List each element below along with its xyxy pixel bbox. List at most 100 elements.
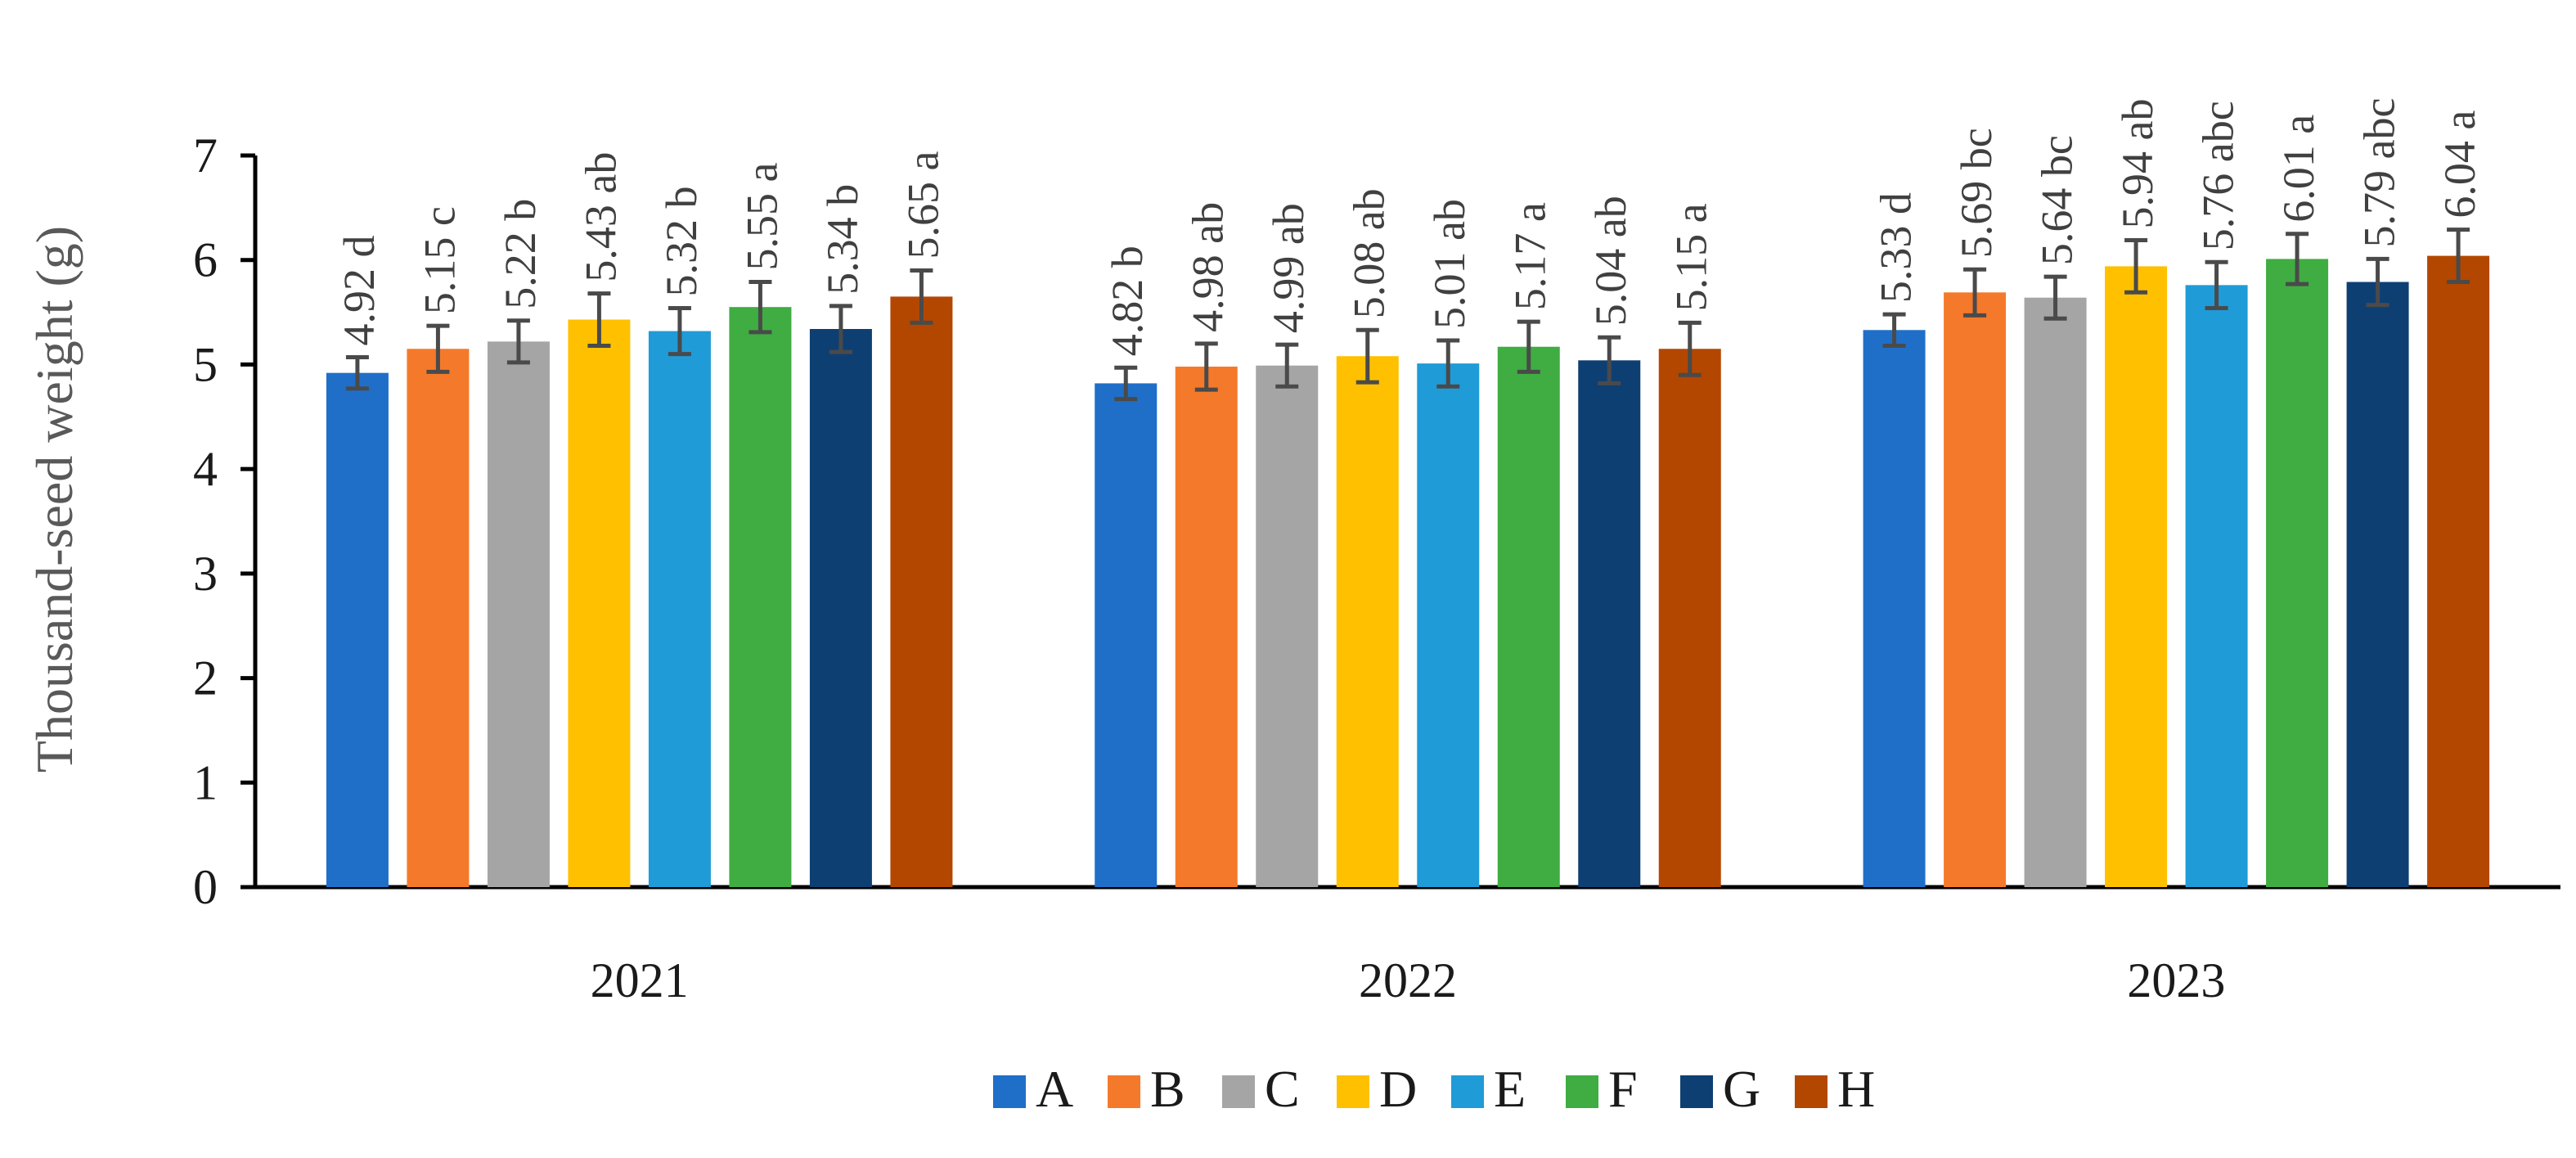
data-label: 5.22 b	[496, 199, 545, 309]
legend-swatch	[1222, 1075, 1255, 1108]
error-bar	[587, 291, 611, 348]
data-label: 5.32 b	[657, 186, 706, 296]
bar-G-2023	[2346, 282, 2409, 887]
error-bar	[426, 323, 450, 374]
legend-swatch	[993, 1075, 1026, 1108]
legend-label: H	[1837, 1060, 1875, 1118]
data-label: 5.04 ab	[1586, 196, 1635, 326]
error-bar	[1114, 365, 1138, 402]
data-label: 5.17 a	[1506, 202, 1555, 310]
data-label: 5.01 ab	[1425, 199, 1474, 329]
bar-F-2021	[729, 307, 792, 888]
legend-swatch	[1337, 1075, 1369, 1108]
bar-G-2021	[809, 329, 872, 887]
bar-D-2023	[2105, 266, 2168, 887]
data-label: 6.04 a	[2435, 110, 2484, 219]
y-tick-label: 1	[193, 755, 218, 809]
y-tick-label: 6	[193, 233, 218, 287]
data-label: 5.33 d	[1872, 192, 1921, 303]
x-category-label: 2022	[1359, 953, 1457, 1007]
data-label: 5.55 a	[737, 163, 786, 271]
y-tick-label: 2	[193, 651, 218, 705]
legend-label: E	[1494, 1060, 1526, 1118]
legend-swatch	[1680, 1075, 1713, 1108]
bar-B-2022	[1175, 366, 1238, 887]
bar-B-2021	[407, 349, 470, 887]
legend-item-D: D	[1337, 1060, 1417, 1118]
error-bar	[1598, 335, 1621, 385]
data-label: 5.64 bc	[2033, 135, 2082, 265]
data-label: 4.82 b	[1103, 246, 1152, 356]
data-label: 5.43 ab	[576, 152, 625, 282]
y-tick-label: 7	[193, 128, 218, 182]
bar-A-2022	[1095, 383, 1158, 888]
error-bar	[1436, 338, 1460, 389]
bar-C-2023	[2024, 297, 2087, 888]
x-category-label: 2021	[591, 953, 689, 1007]
data-label: 4.99 ab	[1264, 203, 1313, 333]
bar-B-2023	[1944, 292, 2007, 887]
legend-item-A: A	[993, 1060, 1073, 1118]
y-tick-label: 4	[193, 442, 218, 496]
data-label: 5.34 b	[818, 184, 867, 295]
error-bar	[1882, 312, 1906, 348]
bar-G-2022	[1578, 360, 1641, 887]
bar-E-2021	[648, 331, 711, 887]
legend-label: B	[1150, 1060, 1185, 1118]
bar-D-2022	[1336, 356, 1399, 887]
data-label: 5.76 abc	[2194, 101, 2243, 250]
error-bar	[1355, 327, 1379, 385]
y-tick-label: 5	[193, 337, 218, 391]
bar-E-2022	[1417, 363, 1480, 887]
legend-swatch	[1795, 1075, 1827, 1108]
legend-item-H: H	[1795, 1060, 1875, 1118]
legend-label: C	[1265, 1060, 1300, 1118]
error-bar	[2447, 228, 2470, 285]
legend-swatch	[1566, 1075, 1598, 1108]
legend-item-G: G	[1680, 1060, 1760, 1118]
error-bar	[668, 305, 691, 357]
error-bar	[2124, 237, 2148, 295]
data-label: 5.15 a	[1667, 203, 1716, 311]
y-tick-label: 3	[193, 547, 218, 601]
legend-item-B: B	[1108, 1060, 1185, 1118]
error-bar	[345, 354, 369, 391]
legend-label: A	[1036, 1060, 1073, 1118]
x-axis: 2021 2022 2023	[255, 885, 2560, 1007]
error-bar	[1963, 267, 1987, 318]
data-label: 5.08 ab	[1345, 188, 1394, 318]
bar-H-2022	[1658, 349, 1721, 887]
error-bar	[2286, 232, 2309, 286]
bar-F-2022	[1497, 346, 1560, 887]
y-tick-label: 0	[193, 860, 218, 914]
legend-item-E: E	[1451, 1060, 1526, 1118]
legend-swatch	[1451, 1075, 1484, 1108]
error-bar	[506, 318, 530, 365]
data-label: 5.79 abc	[2355, 97, 2404, 247]
legend-item-F: F	[1566, 1060, 1638, 1118]
bar-H-2023	[2427, 255, 2490, 887]
bar-F-2023	[2266, 259, 2329, 887]
error-bar	[1275, 342, 1299, 389]
bar-A-2023	[1863, 330, 1926, 888]
legend-label: D	[1379, 1060, 1417, 1118]
data-label: 4.98 ab	[1184, 202, 1233, 332]
data-label: 5.65 a	[898, 151, 947, 259]
bar-A-2021	[326, 372, 389, 887]
data-label: 5.94 ab	[2113, 98, 2162, 228]
y-axis: 0 1 2 3 4 5 6 7	[193, 128, 258, 914]
error-bar	[1517, 319, 1540, 374]
error-bar	[1678, 320, 1702, 377]
x-category-label: 2023	[2127, 953, 2225, 1007]
y-axis-title: Thousand-seed weight (g)	[25, 226, 83, 773]
data-label: 5.15 c	[415, 206, 464, 314]
bar-D-2021	[568, 319, 631, 887]
bar-H-2021	[890, 296, 953, 887]
error-bar	[2366, 256, 2389, 308]
legend-label: F	[1608, 1060, 1638, 1118]
legend-swatch	[1108, 1075, 1140, 1108]
data-label: 5.69 bc	[1952, 128, 2001, 258]
bar-series-group: 4.92 d 5.15 c 5.22 b 5.43 ab 5.32 b 5.55 a 5.3…	[326, 97, 2490, 888]
error-bar	[1194, 341, 1218, 392]
